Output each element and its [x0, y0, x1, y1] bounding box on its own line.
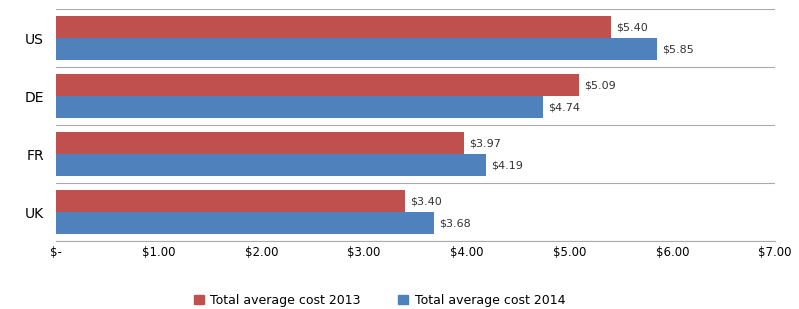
Legend: Total average cost 2013, Total average cost 2014: Total average cost 2013, Total average c… [189, 289, 570, 309]
Bar [56, 38, 657, 60]
Text: $3.68: $3.68 [439, 218, 471, 228]
Bar [56, 190, 405, 212]
Bar [56, 74, 578, 96]
Text: $3.40: $3.40 [411, 196, 442, 206]
Bar [56, 154, 487, 176]
Bar [56, 132, 463, 154]
Text: $3.97: $3.97 [469, 138, 501, 148]
Text: $5.85: $5.85 [662, 44, 694, 54]
Bar [56, 96, 543, 118]
Text: $4.19: $4.19 [491, 160, 523, 170]
Text: $5.40: $5.40 [616, 22, 647, 32]
Bar [56, 212, 434, 234]
Text: $5.09: $5.09 [584, 80, 616, 90]
Bar [56, 16, 610, 38]
Text: $4.74: $4.74 [548, 102, 580, 112]
